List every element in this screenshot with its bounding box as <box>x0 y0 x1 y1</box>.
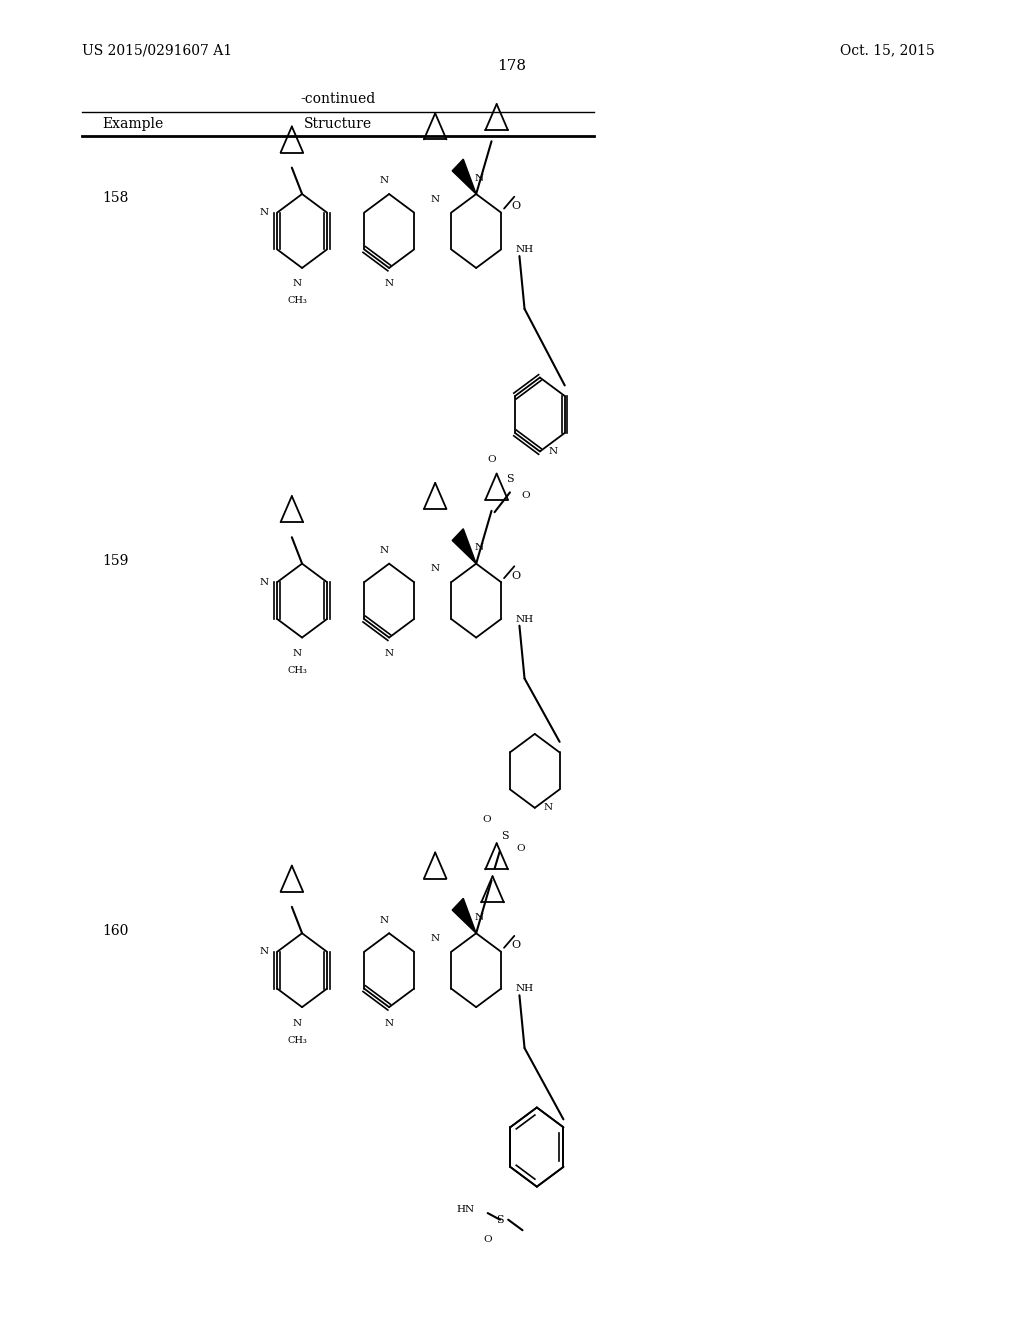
Text: N: N <box>259 578 268 586</box>
Text: N: N <box>293 1019 301 1027</box>
Text: N: N <box>475 544 483 552</box>
Text: S: S <box>501 830 509 841</box>
Text: O: O <box>512 570 521 581</box>
Text: 160: 160 <box>102 924 129 937</box>
Text: S: S <box>506 474 514 484</box>
Text: O: O <box>516 845 524 853</box>
Text: N: N <box>385 1019 393 1027</box>
Polygon shape <box>453 899 476 933</box>
Text: CH₃: CH₃ <box>287 297 307 305</box>
Text: O: O <box>512 201 521 211</box>
Text: NH: NH <box>515 985 534 993</box>
Text: US 2015/0291607 A1: US 2015/0291607 A1 <box>82 44 232 57</box>
Text: O: O <box>483 1236 492 1243</box>
Text: NH: NH <box>515 615 534 623</box>
Text: Structure: Structure <box>304 117 372 131</box>
Text: Oct. 15, 2015: Oct. 15, 2015 <box>840 44 935 57</box>
Polygon shape <box>453 529 476 564</box>
Text: 178: 178 <box>498 59 526 73</box>
Polygon shape <box>453 160 476 194</box>
Text: N: N <box>380 177 388 185</box>
Text: O: O <box>521 491 529 499</box>
Text: N: N <box>544 804 553 812</box>
Text: 158: 158 <box>102 191 129 205</box>
Text: N: N <box>385 280 393 288</box>
Text: N: N <box>259 209 268 216</box>
Text: O: O <box>512 940 521 950</box>
Text: N: N <box>430 565 439 573</box>
Text: N: N <box>259 948 268 956</box>
Text: N: N <box>430 195 439 203</box>
Text: Example: Example <box>102 117 164 131</box>
Text: CH₃: CH₃ <box>287 667 307 675</box>
Text: O: O <box>482 816 490 824</box>
Text: N: N <box>293 280 301 288</box>
Text: -continued: -continued <box>300 92 376 106</box>
Text: HN: HN <box>457 1205 474 1213</box>
Text: N: N <box>549 447 558 455</box>
Text: N: N <box>475 913 483 921</box>
Text: N: N <box>475 174 483 182</box>
Text: S: S <box>497 1214 504 1225</box>
Text: N: N <box>293 649 301 657</box>
Text: N: N <box>380 916 388 924</box>
Text: O: O <box>487 455 496 463</box>
Text: N: N <box>380 546 388 554</box>
Text: N: N <box>430 935 439 942</box>
Text: 159: 159 <box>102 554 129 568</box>
Text: N: N <box>385 649 393 657</box>
Text: CH₃: CH₃ <box>287 1036 307 1044</box>
Text: NH: NH <box>515 246 534 253</box>
